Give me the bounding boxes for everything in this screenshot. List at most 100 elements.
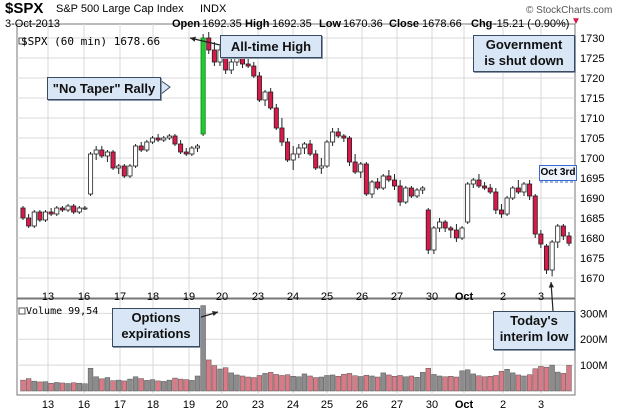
- volume-bar: [560, 373, 567, 392]
- x-tick-label: 13: [42, 399, 54, 411]
- candle-body: [549, 241, 555, 271]
- high-label: High: [245, 18, 270, 30]
- volume-bar: [127, 378, 133, 392]
- volume-bar: [526, 374, 533, 392]
- candle-body: [48, 211, 54, 215]
- close-label: Close: [389, 18, 419, 30]
- volume-bar: [403, 376, 409, 392]
- volume-bar: [555, 371, 561, 392]
- candle-body: [465, 183, 471, 223]
- candle-body: [133, 145, 139, 167]
- candle-body: [498, 209, 504, 215]
- volume-bar: [20, 379, 26, 392]
- y-tick-label: 1670: [580, 273, 604, 285]
- candle-body: [487, 187, 493, 193]
- candle-body: [183, 151, 189, 155]
- volume-bar: [194, 375, 201, 392]
- volume-tick-label: 200M: [580, 334, 608, 346]
- candle-body: [431, 227, 437, 251]
- x-tick-label: 25: [321, 399, 333, 411]
- volume-bar: [138, 378, 144, 392]
- candle-body: [138, 145, 144, 151]
- candle-body: [200, 37, 206, 135]
- volume-bar: [183, 379, 189, 392]
- candle-body: [26, 217, 32, 227]
- exchange: INDX: [200, 3, 227, 15]
- candle-body: [59, 207, 65, 211]
- volume-bar: [465, 369, 471, 392]
- oct3rd-label: Oct 3rd: [539, 165, 577, 181]
- volume-bar: [431, 374, 437, 392]
- volume-bar: [217, 368, 223, 392]
- options-line2: expirations: [121, 326, 191, 341]
- volume-bar: [436, 375, 443, 392]
- volume-bar: [82, 383, 88, 392]
- x-tick-label: 16: [78, 291, 90, 303]
- volume-bar: [206, 359, 212, 392]
- volume-bar: [200, 305, 206, 392]
- candle-body: [324, 141, 330, 167]
- y-tick-label: 1685: [580, 213, 604, 225]
- candle-body: [566, 235, 572, 244]
- volume-bar: [391, 375, 398, 392]
- candle-body: [127, 165, 133, 177]
- candle-body: [437, 221, 443, 229]
- volume-bar: [374, 376, 381, 392]
- volume-bar: [99, 378, 105, 392]
- candle-body: [301, 143, 307, 149]
- index-name: S&P 500 Large Cap Index: [56, 3, 184, 15]
- volume-bar: [234, 374, 240, 392]
- government-line2: is shut down: [484, 53, 564, 68]
- candle-body: [54, 207, 60, 215]
- volume-bar: [307, 375, 313, 392]
- candle-body: [93, 149, 99, 155]
- candle-body: [392, 179, 398, 187]
- candle-body: [189, 147, 195, 155]
- candle-body: [532, 195, 538, 235]
- volume-bar: [538, 366, 544, 392]
- y-tick-label: 1710: [580, 113, 604, 125]
- candle-body: [166, 135, 172, 139]
- volume-bar: [532, 368, 538, 392]
- volume-bar: [448, 375, 454, 392]
- candle-body: [560, 225, 566, 237]
- chg-value: -15.21 (-0.90%): [493, 18, 570, 30]
- candle-body: [425, 209, 431, 251]
- candle-body: [178, 143, 184, 153]
- candle-body: [493, 191, 499, 211]
- candle-body: [99, 149, 105, 157]
- candle-body: [104, 151, 110, 157]
- volume-bar: [104, 377, 111, 392]
- x-tick-label: 27: [391, 291, 403, 303]
- candle-body: [251, 65, 257, 77]
- no-taper-callout: "No Taper" Rally: [47, 77, 161, 100]
- candle-body: [555, 225, 561, 243]
- volume-bar: [341, 373, 347, 392]
- candle-body: [279, 127, 285, 143]
- volume-bar: [470, 373, 476, 392]
- volume-bar: [296, 376, 302, 392]
- volume-bar: [110, 380, 116, 392]
- candle-body: [527, 183, 533, 197]
- candle-body: [504, 197, 510, 215]
- x-tick-label: 19: [183, 291, 195, 303]
- candle-body: [43, 211, 49, 221]
- candle-body: [256, 75, 262, 101]
- candle-body: [510, 187, 516, 199]
- series-marker-icon: [18, 37, 26, 45]
- candle-body: [476, 179, 482, 187]
- volume-bar: [132, 376, 139, 392]
- copyright: © StockCharts.com: [526, 5, 613, 16]
- candle-body: [397, 185, 403, 203]
- volume-bar: [318, 376, 324, 392]
- volume-bar: [149, 379, 156, 392]
- volume-bar: [324, 375, 330, 392]
- candle-body: [403, 187, 409, 203]
- volume-bar: [87, 367, 94, 392]
- volume-bar: [510, 372, 516, 392]
- volume-bar: [329, 374, 336, 392]
- x-tick-label: 18: [147, 399, 159, 411]
- volume-bar: [37, 381, 43, 392]
- volume-bar: [481, 376, 488, 392]
- volume-bar: [268, 372, 274, 392]
